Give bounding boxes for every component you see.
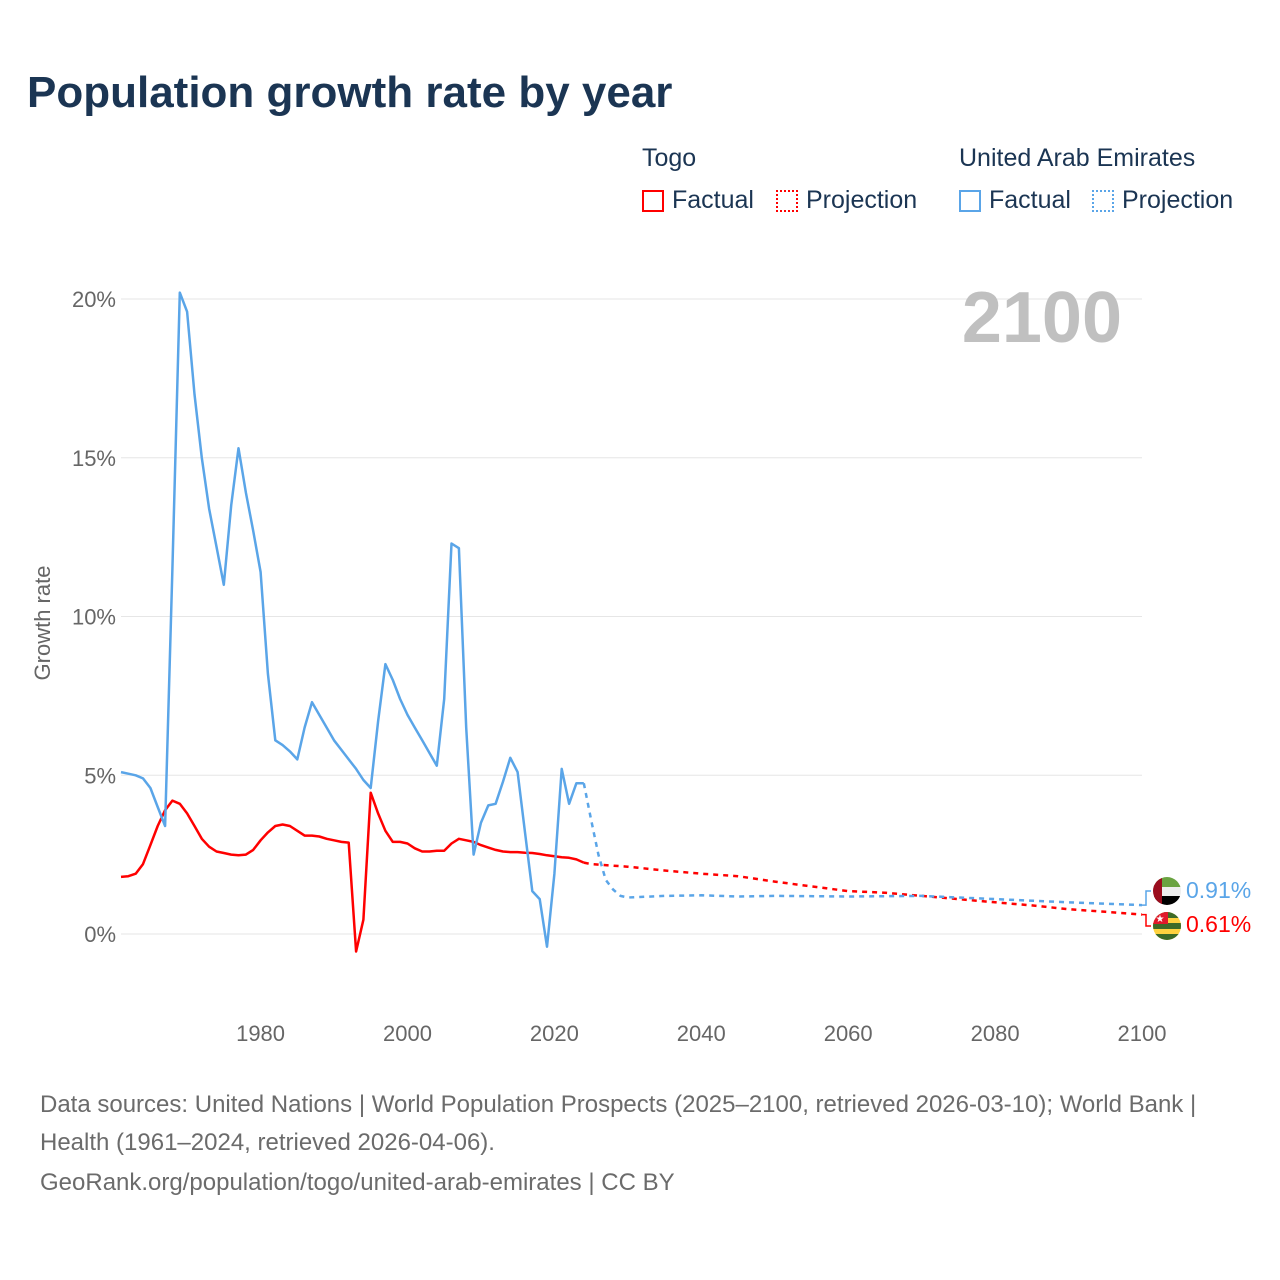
y-tick-label: 10% — [72, 605, 116, 630]
plot-area: 0% 5% 10% 15% 20% 1980 2000 2020 2040 2060 2080 210… — [30, 278, 1251, 1046]
togo-flag-icon: ★ — [1153, 912, 1181, 940]
series-line-united-arab-emirates-factual — [120, 291, 584, 948]
legend-swatch-solid — [959, 189, 981, 212]
legend-togo-factual[interactable]: Factual — [642, 186, 754, 215]
legend-label: Projection — [806, 186, 918, 214]
x-tick-label: 2100 — [1118, 1021, 1167, 1046]
footer-sources: Data sources: United Nations | World Pop… — [40, 1091, 1197, 1156]
legend-label: Projection — [1122, 186, 1234, 214]
y-tick-label: 0% — [84, 922, 116, 947]
y-tick-label: 5% — [84, 763, 116, 788]
legend-group-uae: United Arab Emirates — [959, 144, 1196, 172]
y-tick-label: 15% — [72, 446, 116, 471]
x-tick-label: 2020 — [530, 1021, 579, 1046]
x-tick-label: 1980 — [236, 1021, 285, 1046]
year-watermark: 2100 — [962, 278, 1122, 358]
series-line-togo-factual — [120, 791, 585, 953]
uae-flag-icon — [1153, 877, 1181, 905]
legend-label: Factual — [989, 186, 1071, 214]
footer-url[interactable]: GeoRank.org/population/togo/united-arab-… — [40, 1169, 675, 1196]
legend-swatch-dotted — [776, 189, 798, 212]
x-tick-label: 2080 — [971, 1021, 1020, 1046]
togo-end-label: 0.61% — [1186, 911, 1251, 937]
uae-end-label: 0.91% — [1186, 877, 1251, 903]
page-title: Population growth rate by year — [27, 68, 673, 117]
legend-group-togo: Togo — [642, 144, 697, 172]
x-tick-label: 2060 — [824, 1021, 873, 1046]
uae-end-connector — [1142, 890, 1151, 906]
svg-text:★: ★ — [1156, 914, 1165, 925]
legend-togo-projection[interactable]: Projection — [776, 186, 917, 215]
togo-end-connector — [1142, 913, 1151, 927]
y-axis-label: Growth rate — [30, 566, 55, 681]
legend-swatch-solid — [642, 189, 664, 212]
legend-swatch-dotted — [1092, 189, 1114, 212]
x-tick-label: 2040 — [677, 1021, 726, 1046]
series-line-united-arab-emirates-projection — [582, 782, 1143, 907]
legend-uae-projection[interactable]: Projection — [1092, 186, 1233, 215]
legend-label: Factual — [672, 186, 754, 214]
x-tick-label: 2000 — [383, 1021, 432, 1046]
y-tick-label: 20% — [72, 287, 116, 312]
legend-uae-factual[interactable]: Factual — [959, 186, 1071, 215]
series-line-togo-projection — [583, 861, 1143, 916]
